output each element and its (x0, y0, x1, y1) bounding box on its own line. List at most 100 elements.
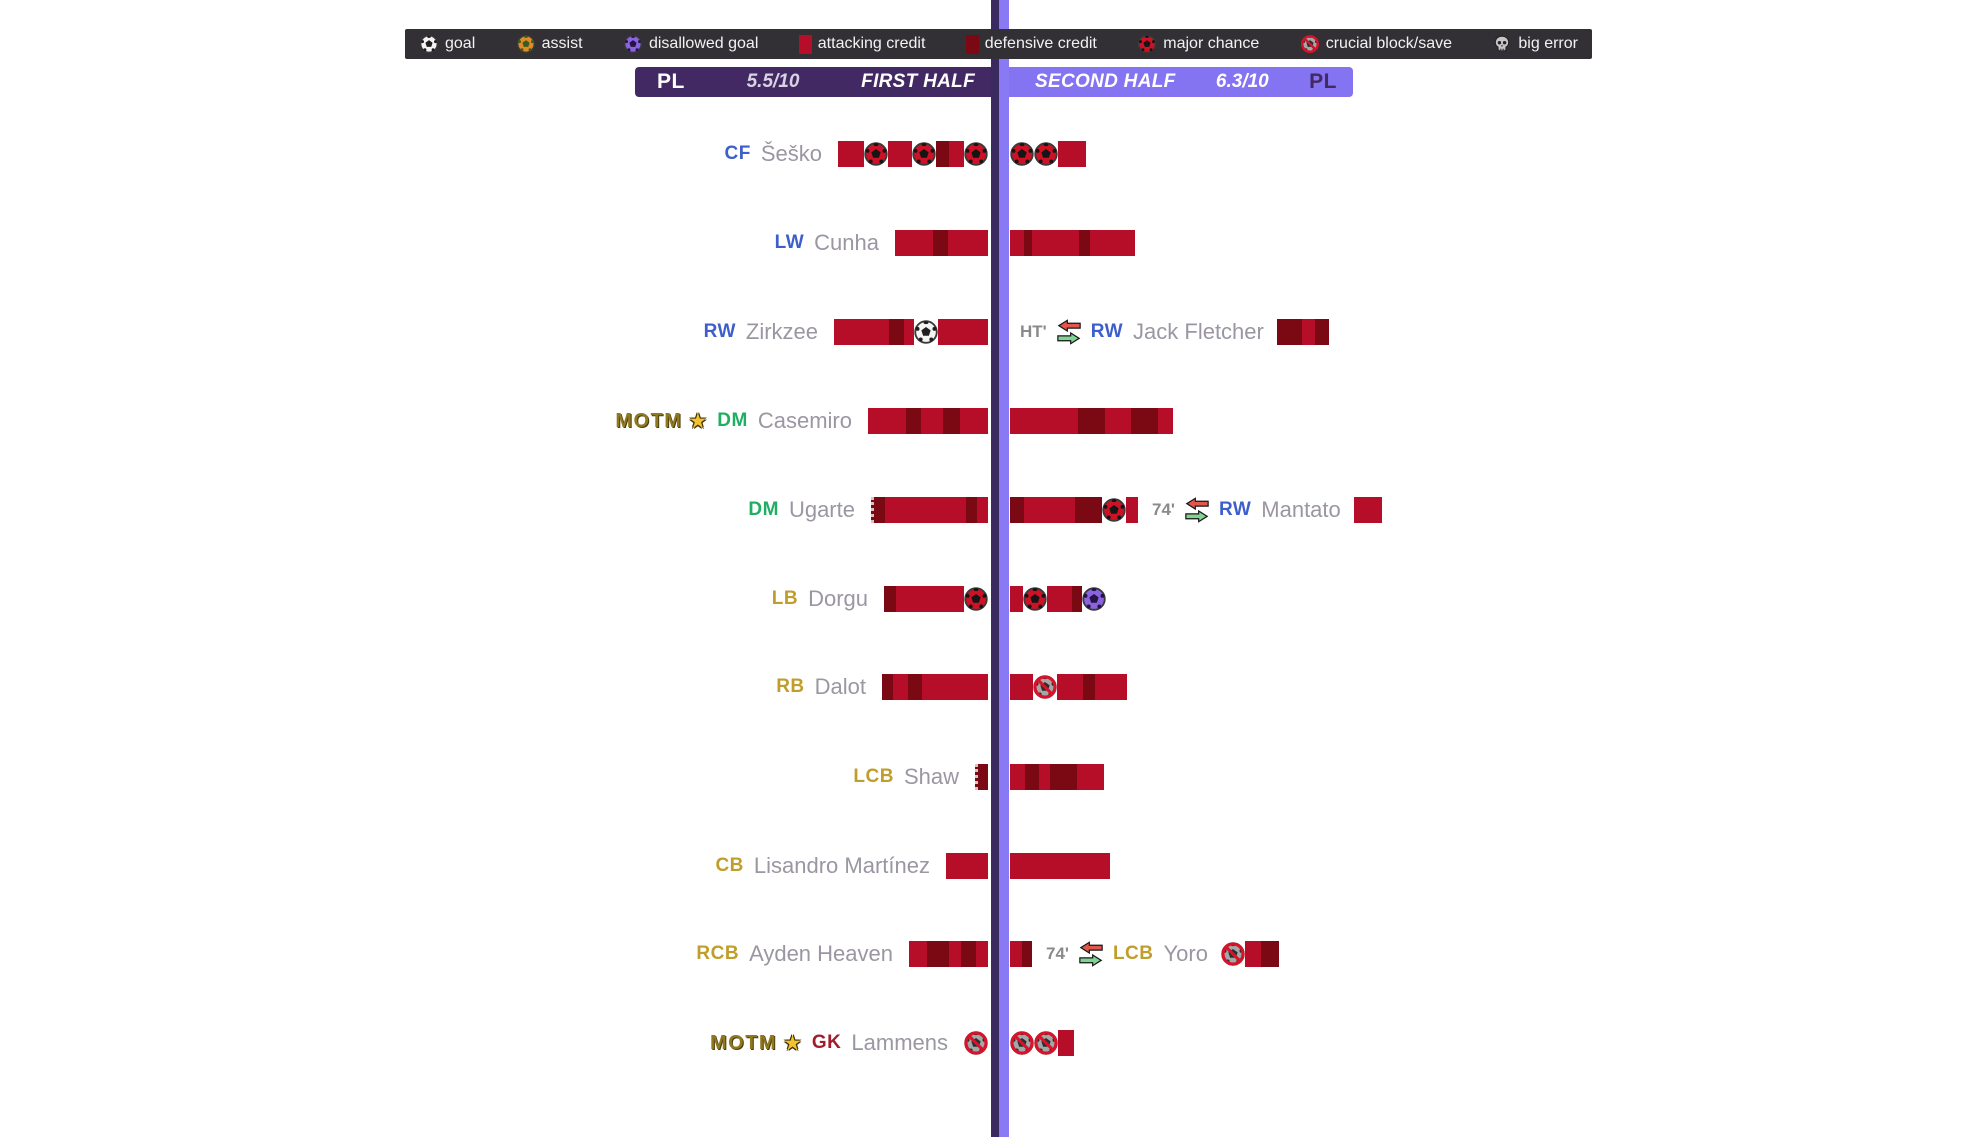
legend-label: disallowed goal (648, 35, 759, 52)
second-half-cell (1010, 851, 1984, 881)
second-half-strip (1010, 851, 1110, 881)
first-half-cell: RCB Ayden Heaven (0, 939, 988, 969)
first-half-strip (882, 672, 988, 702)
sub-icon (1078, 941, 1104, 967)
attacking-credit-segment (1024, 497, 1075, 523)
first-half-strip (838, 139, 988, 169)
player-name[interactable]: Mantato (1261, 497, 1341, 522)
player-name[interactable]: Dorgu (808, 586, 868, 611)
attacking-credit-segment (1158, 408, 1173, 434)
first-half-strip (964, 1028, 988, 1058)
crucial-block-icon (1300, 34, 1320, 54)
defensive-credit-segment (906, 408, 921, 434)
second-half-strip (1010, 584, 1106, 614)
defensive-credit-segment (1022, 941, 1032, 967)
major-chance-icon (1033, 141, 1059, 167)
attacking-credit-segment (904, 319, 914, 345)
position-label: RCB (696, 943, 740, 964)
defensive-credit-segment (1078, 408, 1105, 434)
attacking-credit-segment (868, 408, 906, 434)
defensive-credit-segment (927, 941, 949, 967)
first-half-rating: 5.5/10 (746, 71, 800, 92)
player-name[interactable]: Cunha (814, 230, 879, 255)
second-half-cell (1010, 139, 1984, 169)
second-half-cell: 74' RW Mantato (1010, 495, 1984, 525)
defensive-credit-segment (1314, 319, 1329, 345)
attacking-credit-segment (1090, 230, 1135, 256)
defensive-credit-segment (889, 319, 904, 345)
attacking-credit-segment (834, 319, 889, 345)
first-half-strip (895, 228, 988, 258)
second-half-cell (1010, 406, 1984, 436)
position-label: RW (1090, 321, 1124, 342)
competition-badge: PL (657, 70, 685, 93)
defensive-credit-segment (1024, 230, 1032, 256)
sub-icon (1056, 319, 1082, 345)
attacking-credit-segment (1057, 674, 1083, 700)
player-row: LCB Shaw (0, 762, 1984, 792)
player-name[interactable]: Lisandro Martínez (753, 853, 930, 878)
crucial-block-icon (963, 1030, 989, 1056)
attacking-credit-segment (1010, 941, 1022, 967)
player-name[interactable]: Ayden Heaven (749, 941, 893, 966)
attacking-credit-segment (1032, 230, 1079, 256)
legend-item-assist: assist (516, 34, 583, 54)
goal-icon (419, 34, 439, 54)
player-name[interactable]: Dalot (814, 674, 866, 699)
attacking-credit-segment (949, 941, 961, 967)
defensive-credit-segment (1075, 497, 1102, 523)
crucial-block-icon (1220, 941, 1246, 967)
attacking-credit-segment (946, 853, 988, 879)
player-name[interactable]: Casemiro (757, 408, 852, 433)
attacking-credit-segment (1077, 764, 1104, 790)
player-name[interactable]: Ugarte (788, 497, 855, 522)
player-name[interactable]: Šeško (760, 141, 822, 166)
defensive-credit-segment (871, 497, 885, 523)
defensive-credit-segment (966, 497, 977, 523)
player-name[interactable]: Zirkzee (745, 319, 818, 344)
legend-item-major-chance: major chance (1137, 34, 1259, 54)
attacking-credit-segment (1244, 941, 1261, 967)
player-name[interactable]: Yoro (1163, 941, 1208, 966)
player-name[interactable]: Lammens (851, 1030, 948, 1055)
legend-label: defensive credit (984, 35, 1097, 52)
attacking-credit-segment (976, 941, 988, 967)
position-label: CF (724, 143, 751, 164)
attacking-credit-segment (888, 141, 912, 167)
big-error-icon (1492, 34, 1512, 54)
defensive-credit-segment (882, 674, 893, 700)
player-row: RW Zirkzee HT' RW Jack Fletcher (0, 317, 1984, 347)
player-row: CF Šeško (0, 139, 1984, 169)
second-half-strip (1010, 1028, 1074, 1058)
position-label: CB (715, 855, 744, 876)
defensive-credit-segment (933, 230, 948, 256)
goal-icon (913, 319, 939, 345)
major-chance-icon (863, 141, 889, 167)
player-name[interactable]: Shaw (903, 764, 959, 789)
player-row: RCB Ayden Heaven 74' LCB Yoro (0, 939, 1984, 969)
player-name[interactable]: Jack Fletcher (1133, 319, 1264, 344)
second-half-cell (1010, 672, 1984, 702)
defensive-credit-segment (1079, 230, 1090, 256)
player-row: LW Cunha (0, 228, 1984, 258)
defensive-credit-segment (1260, 941, 1279, 967)
player-row: MOTM ★ DM Casemiro (0, 406, 1984, 436)
first-half-strip (884, 584, 988, 614)
defensive-credit-segment (943, 408, 960, 434)
defensive-credit-segment (908, 674, 922, 700)
second-half-rating: 6.3/10 (1215, 71, 1269, 92)
crucial-block-icon (1033, 1030, 1059, 1056)
attacking-credit-segment (922, 674, 988, 700)
attacking-credit-segment (977, 497, 988, 523)
legend-item-attacking-credit: attacking credit (798, 34, 926, 54)
major-chance-icon (1022, 586, 1048, 612)
major-chance-icon (1101, 497, 1127, 523)
first-half-cell: MOTM ★ GK Lammens (0, 1028, 988, 1058)
legend-label: attacking credit (817, 35, 926, 52)
second-half-cell (1010, 228, 1984, 258)
legend-bar: goal assist disallowed goal attacking credi… (405, 29, 1592, 59)
attacking-credit-segment (1010, 853, 1110, 879)
second-half-cell (1010, 1028, 1984, 1058)
motm-badge: MOTM (615, 409, 683, 432)
substitution-minute: 74' (1046, 944, 1069, 963)
